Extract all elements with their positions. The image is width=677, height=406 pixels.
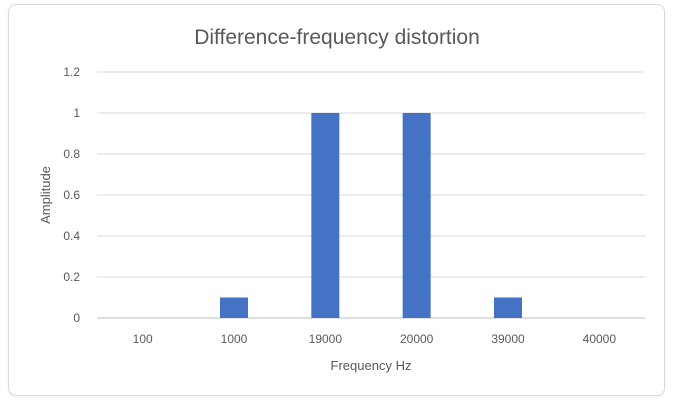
bars (220, 113, 522, 318)
bar-20000 (402, 113, 431, 318)
x-axis-ticks: 100 1000 19000 20000 39000 40000 (133, 332, 617, 346)
bar-39000 (494, 297, 522, 318)
x-tick-label: 100 (133, 332, 153, 346)
gridlines (97, 71, 645, 319)
y-tick-label: 1 (73, 106, 80, 120)
x-tick-label: 39000 (491, 332, 525, 346)
bar-1000 (220, 297, 248, 318)
x-tick-label: 1000 (221, 332, 248, 346)
x-axis-label: Frequency Hz (331, 358, 412, 373)
chart-title: Difference-frequency distortion (194, 26, 480, 49)
y-tick-label: 0.4 (63, 229, 80, 243)
bar-19000 (311, 113, 340, 318)
x-tick-label: 40000 (583, 332, 617, 346)
y-tick-label: 0.8 (63, 147, 80, 161)
y-axis-ticks: 0 0.2 0.4 0.6 0.8 1 1.2 (63, 65, 80, 325)
x-tick-label: 19000 (309, 332, 343, 346)
x-tick-label: 20000 (400, 332, 434, 346)
y-tick-label: 0.6 (63, 188, 80, 202)
y-tick-label: 1.2 (63, 65, 80, 79)
y-axis-label: Amplitude (38, 166, 53, 224)
y-tick-label: 0.2 (63, 270, 80, 284)
y-tick-label: 0 (73, 311, 80, 325)
